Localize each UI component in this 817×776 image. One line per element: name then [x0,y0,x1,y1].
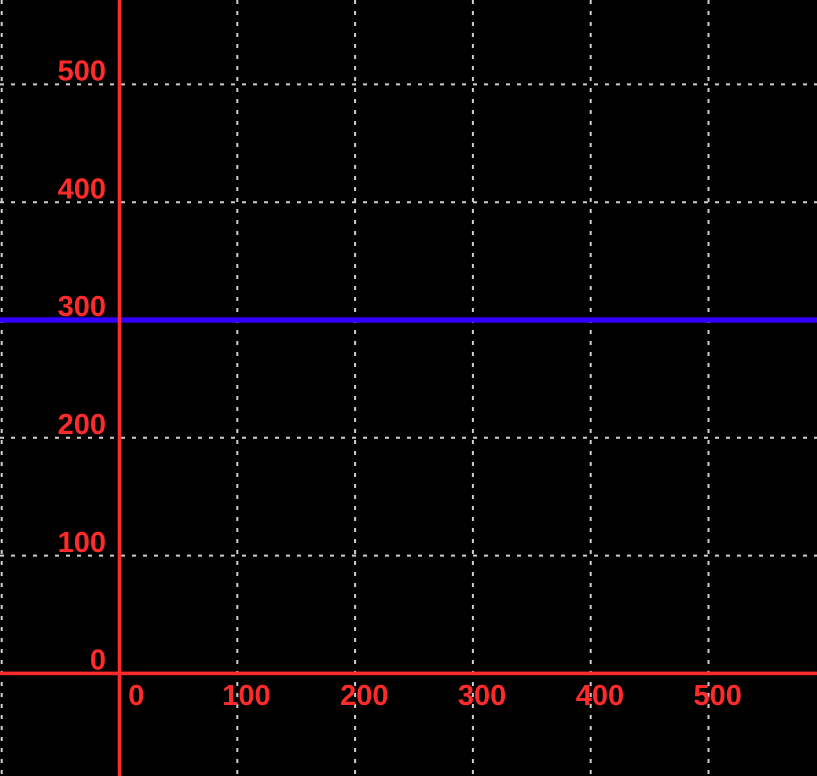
svg-text:300: 300 [458,680,506,712]
svg-text:400: 400 [576,680,624,712]
svg-text:300: 300 [58,291,106,323]
svg-text:0: 0 [128,680,144,712]
svg-text:500: 500 [694,680,742,712]
svg-text:0: 0 [90,645,106,677]
svg-text:400: 400 [58,173,106,205]
svg-text:200: 200 [340,680,388,712]
svg-text:100: 100 [58,527,106,559]
svg-text:100: 100 [222,680,270,712]
svg-text:200: 200 [58,409,106,441]
svg-text:500: 500 [58,56,106,88]
